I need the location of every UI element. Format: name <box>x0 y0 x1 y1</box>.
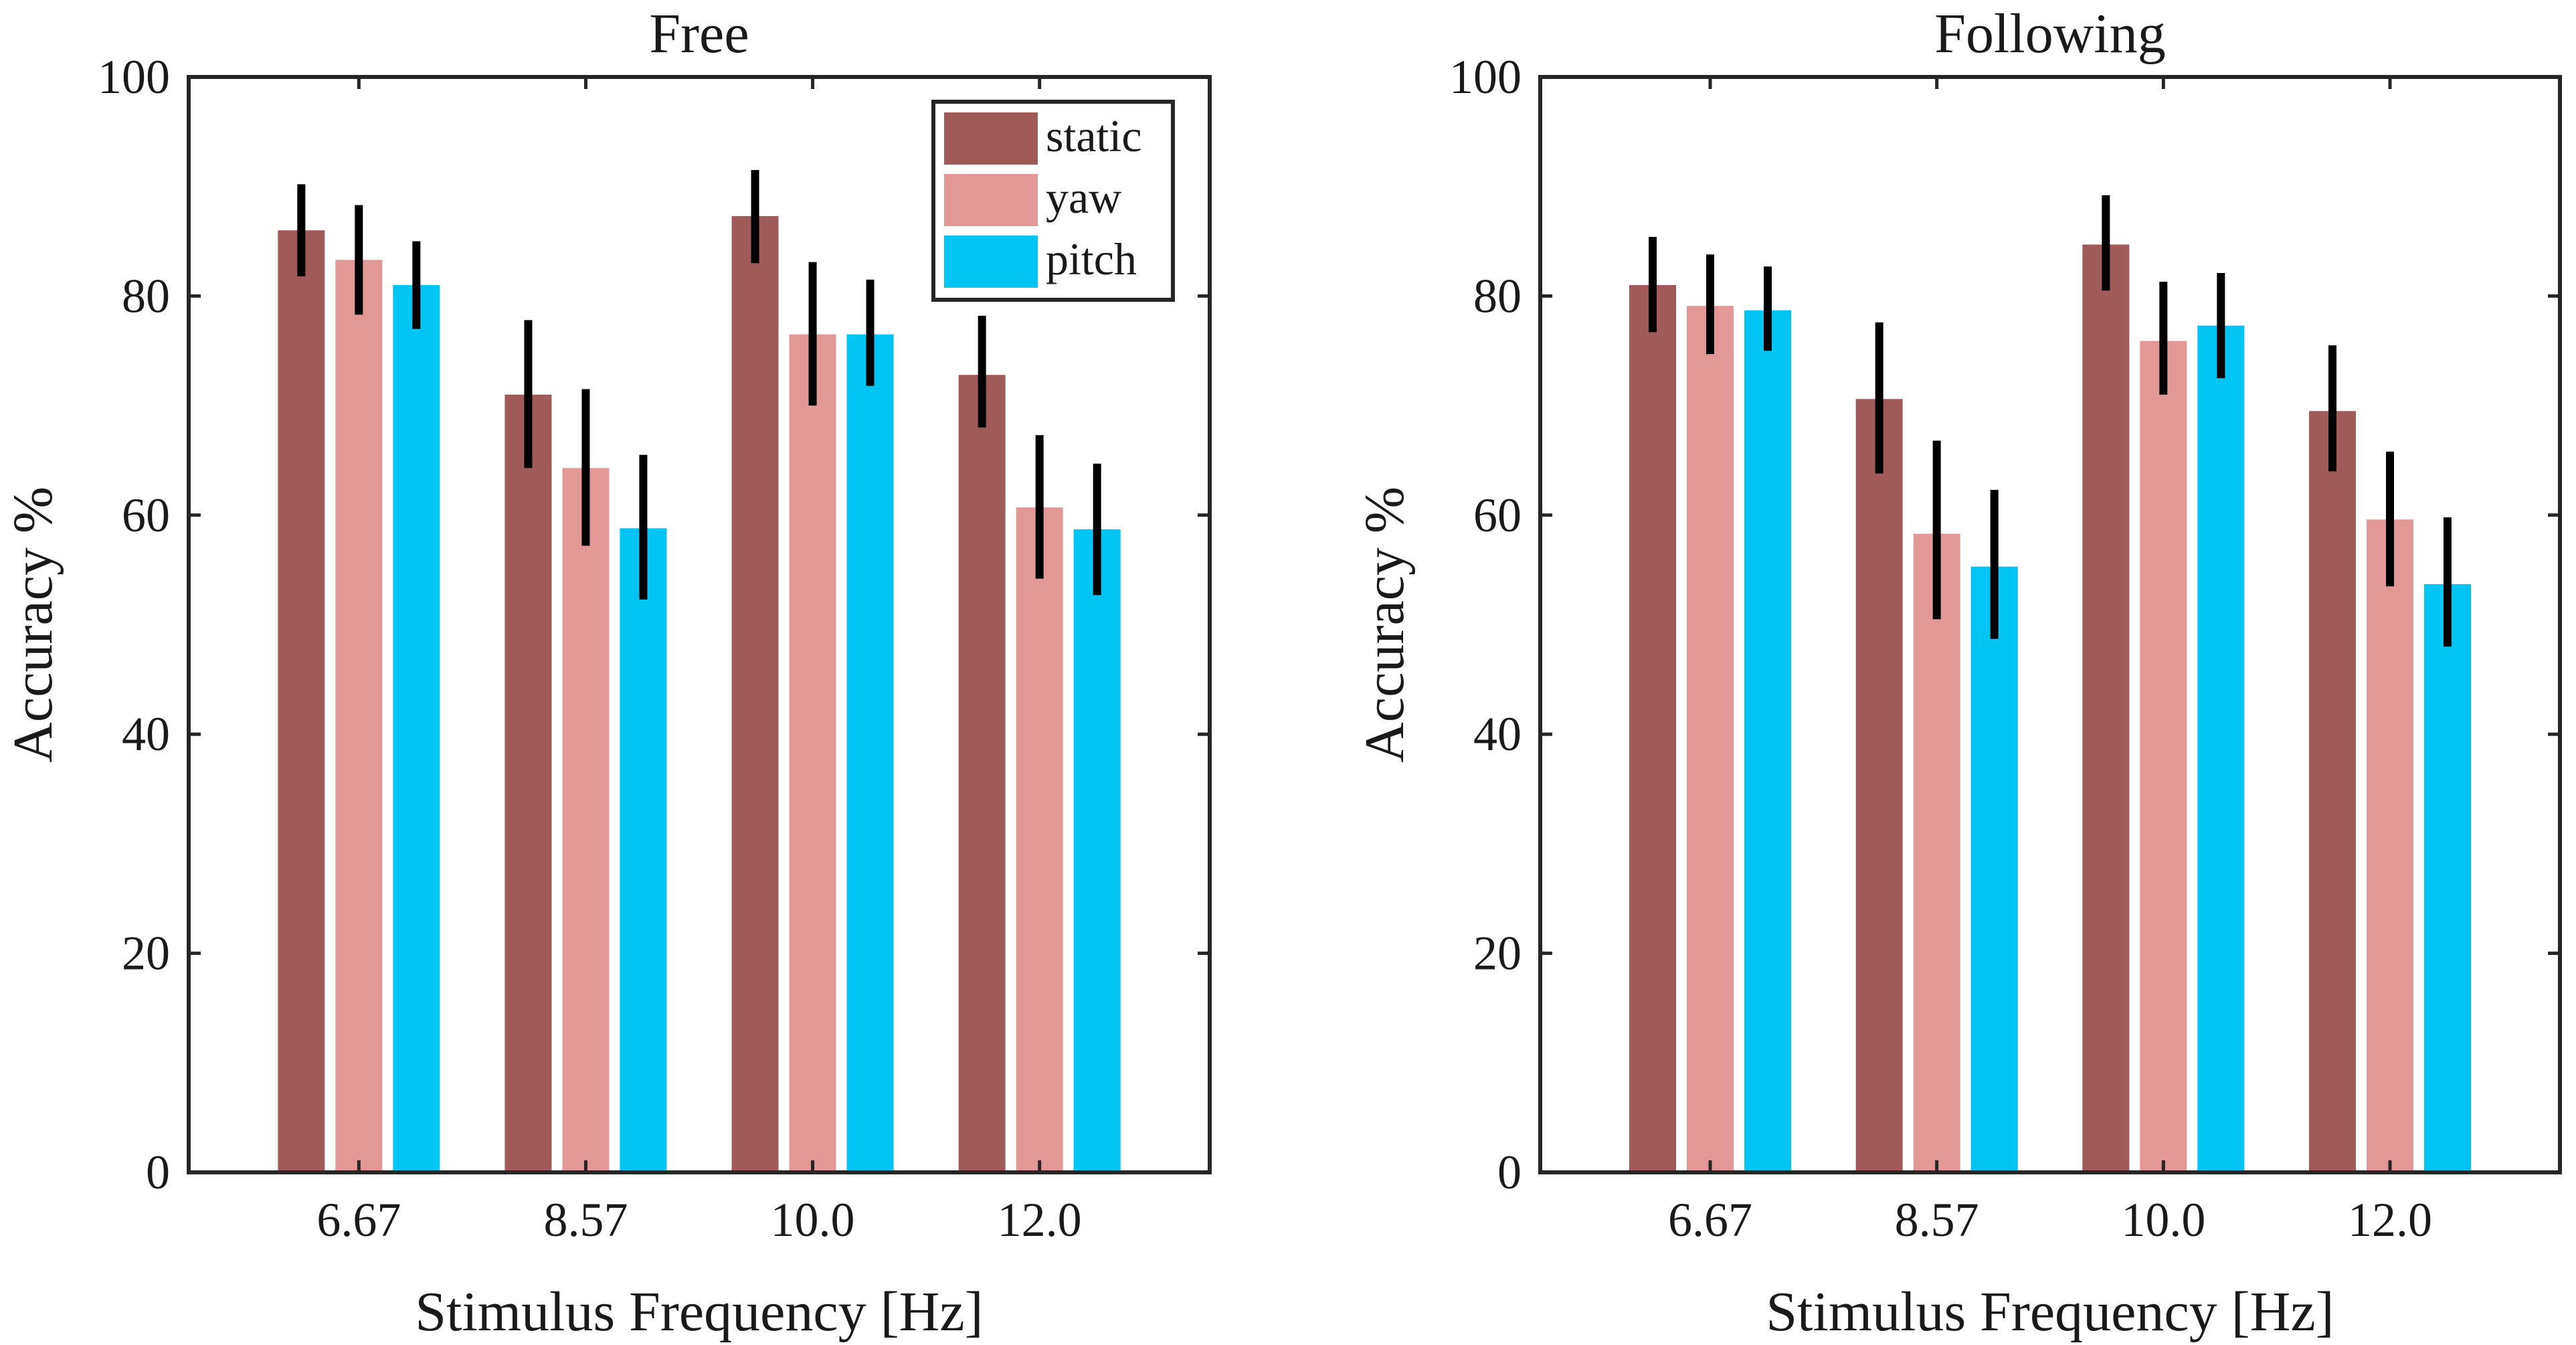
x-tick-label: 8.57 <box>1895 1193 1979 1247</box>
bar-pitch-8.57 <box>620 528 667 1172</box>
bar-yaw-6.67 <box>1687 306 1734 1172</box>
x-tick-label: 6.67 <box>316 1193 401 1247</box>
y-tick-label: 0 <box>146 1146 170 1199</box>
legend-swatch-yaw <box>944 174 1038 226</box>
bar-yaw-10.0 <box>2140 341 2187 1173</box>
y-tick-label: 60 <box>122 488 170 542</box>
bar-pitch-10.0 <box>2197 325 2245 1172</box>
bar-pitch-10.0 <box>846 334 894 1172</box>
x-tick-label: 10.0 <box>771 1193 855 1247</box>
bar-yaw-8.57 <box>562 468 610 1173</box>
bar-yaw-6.67 <box>335 260 383 1172</box>
legend: static yaw pitch <box>931 100 1175 302</box>
y-axis-label: Accuracy % <box>2 486 64 763</box>
x-axis-label: Stimulus Frequency [Hz] <box>1766 1281 2334 1343</box>
bar-yaw-10.0 <box>789 334 836 1172</box>
y-tick-label: 0 <box>1497 1146 1522 1199</box>
x-axis-label: Stimulus Frequency [Hz] <box>415 1281 983 1343</box>
axes-box <box>187 75 1212 1174</box>
y-tick-label: 100 <box>1449 50 1522 104</box>
y-tick-label: 20 <box>122 927 170 980</box>
bar-pitch-8.57 <box>1970 566 2018 1172</box>
bar-static-6.67 <box>278 230 325 1173</box>
y-tick-label: 80 <box>1473 269 1522 323</box>
chart-title: Following <box>1934 3 2165 65</box>
x-tick-label: 6.67 <box>1668 1193 1752 1247</box>
bar-static-12.0 <box>2309 411 2356 1173</box>
y-tick-label: 20 <box>1473 927 1522 980</box>
legend-label-yaw: yaw <box>1046 172 1121 223</box>
bar-static-6.67 <box>1629 285 1676 1172</box>
bar-pitch-6.67 <box>393 285 440 1172</box>
bar-static-8.57 <box>1855 399 1903 1172</box>
chart-title: Free <box>649 3 749 65</box>
bar-pitch-6.67 <box>1744 310 1791 1172</box>
bar-static-12.0 <box>958 375 1006 1173</box>
y-tick-label: 60 <box>1473 488 1522 542</box>
y-tick-label: 40 <box>122 707 170 761</box>
legend-swatch-pitch <box>944 236 1038 288</box>
x-tick-label: 12.0 <box>998 1193 1082 1247</box>
chart-panel-free: Free 0 20 40 60 80 100 6.67 8.57 10.0 12.0 Stimulus… <box>2 3 1212 1343</box>
bar-yaw-12.0 <box>2367 519 2413 1172</box>
y-tick-label: 80 <box>122 269 170 323</box>
bar-yaw-8.57 <box>1913 533 1960 1172</box>
bar-yaw-12.0 <box>1016 507 1063 1172</box>
bar-pitch-12.0 <box>1073 529 1121 1172</box>
x-tick-label: 8.57 <box>543 1193 628 1247</box>
y-tick-label: 100 <box>98 50 170 104</box>
x-tick-label: 12.0 <box>2348 1193 2432 1247</box>
bar-pitch-12.0 <box>2424 584 2471 1172</box>
x-tick-label: 10.0 <box>2121 1193 2205 1247</box>
y-axis-label: Accuracy % <box>1354 486 1416 763</box>
chart-panel-following: Following 0 20 40 60 80 100 6.67 8.57 10.0 12.0 Sti… <box>1354 3 2562 1343</box>
axes-box <box>1538 75 2562 1174</box>
y-tick-label: 40 <box>1473 707 1522 761</box>
legend-label-pitch: pitch <box>1046 234 1137 284</box>
legend-swatch-static <box>944 112 1038 165</box>
bar-static-8.57 <box>504 394 552 1172</box>
bar-static-10.0 <box>731 215 779 1173</box>
bar-static-10.0 <box>2082 244 2130 1173</box>
legend-label-static: static <box>1046 110 1142 161</box>
